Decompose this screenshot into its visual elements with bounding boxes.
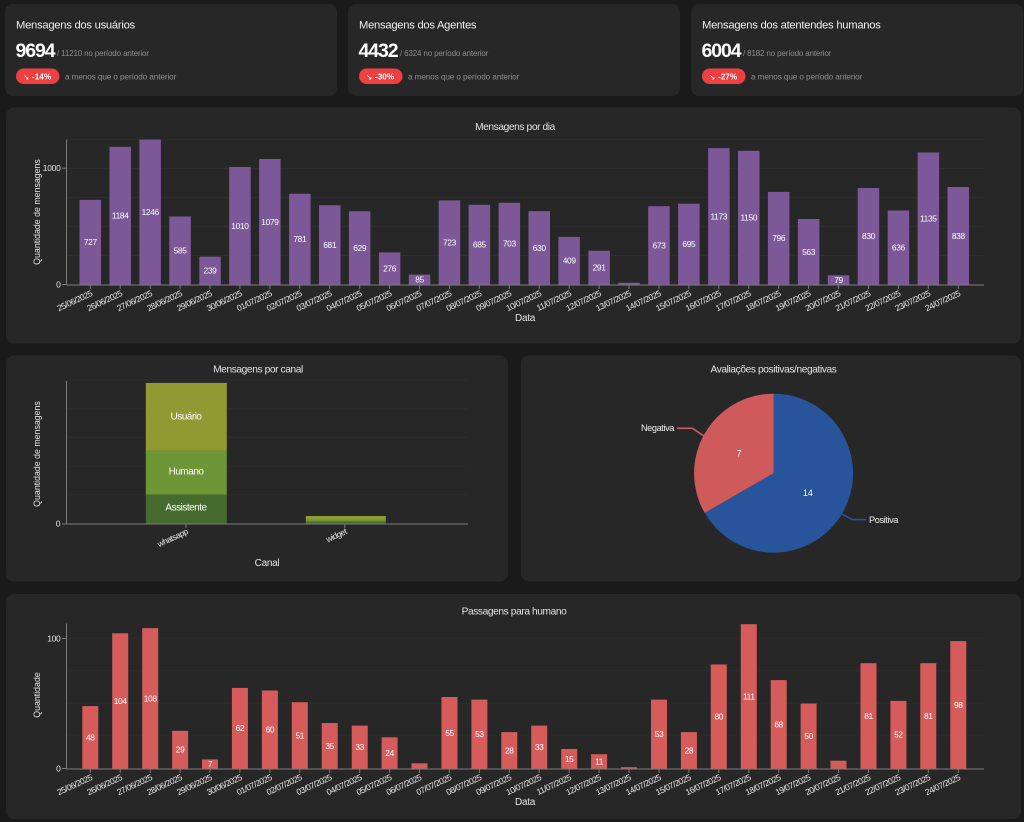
svg-text:68: 68 <box>774 719 783 729</box>
svg-text:1246: 1246 <box>142 207 160 217</box>
svg-text:796: 796 <box>772 233 786 243</box>
svg-text:85: 85 <box>415 275 424 285</box>
svg-text:Mensagens por canal: Mensagens por canal <box>213 365 303 376</box>
svg-text:629: 629 <box>353 243 367 253</box>
svg-text:585: 585 <box>174 246 188 256</box>
svg-text:a menos que o período anterior: a menos que o período anterior <box>408 73 520 82</box>
svg-text:/ 11210 no período anterior: / 11210 no período anterior <box>57 49 149 58</box>
svg-text:62: 62 <box>236 723 245 733</box>
svg-text:33: 33 <box>535 742 544 752</box>
svg-text:695: 695 <box>682 239 696 249</box>
svg-text:15: 15 <box>565 754 574 764</box>
svg-text:7: 7 <box>737 448 742 458</box>
svg-text:48: 48 <box>86 732 95 742</box>
svg-text:-30%: -30% <box>375 73 395 82</box>
svg-text:7: 7 <box>208 759 213 769</box>
svg-text:↘: ↘ <box>709 73 715 82</box>
svg-text:-27%: -27% <box>718 73 738 82</box>
svg-text:Passagens para humano: Passagens para humano <box>462 607 568 618</box>
svg-text:681: 681 <box>323 240 337 250</box>
svg-text:276: 276 <box>383 264 397 274</box>
svg-text:108: 108 <box>144 693 158 703</box>
svg-text:Mensagens dos atentendes human: Mensagens dos atentendes humanos <box>702 20 881 32</box>
svg-text:14: 14 <box>803 488 813 498</box>
svg-text:79: 79 <box>834 275 843 285</box>
svg-text:Quantidade: Quantidade <box>32 672 42 718</box>
svg-text:53: 53 <box>475 729 484 739</box>
svg-text:-14%: -14% <box>32 73 52 82</box>
svg-text:53: 53 <box>655 729 664 739</box>
svg-text:1150: 1150 <box>740 213 757 223</box>
svg-text:Assistente: Assistente <box>165 503 207 514</box>
svg-text:723: 723 <box>443 238 457 248</box>
svg-text:1173: 1173 <box>710 211 727 221</box>
svg-text:55: 55 <box>445 728 454 738</box>
svg-text:Mensagens dos usuários: Mensagens dos usuários <box>16 20 136 32</box>
svg-text:a menos que o período anterior: a menos que o período anterior <box>65 73 177 82</box>
svg-text:52: 52 <box>894 730 903 740</box>
svg-text:60: 60 <box>266 725 275 735</box>
svg-text:0: 0 <box>56 519 61 529</box>
svg-text:Humano: Humano <box>169 467 205 478</box>
svg-text:703: 703 <box>503 239 517 249</box>
svg-text:838: 838 <box>952 231 966 241</box>
svg-text:636: 636 <box>892 243 906 253</box>
svg-text:1184: 1184 <box>112 211 129 221</box>
svg-text:409: 409 <box>563 256 577 266</box>
svg-text:291: 291 <box>593 263 607 273</box>
svg-text:Mensagens por dia: Mensagens por dia <box>475 122 556 133</box>
svg-text:685: 685 <box>473 240 487 250</box>
svg-text:28: 28 <box>505 745 514 755</box>
svg-text:/ 8182 no período anterior: / 8182 no período anterior <box>743 49 832 58</box>
svg-text:781: 781 <box>293 234 307 244</box>
svg-text:4432: 4432 <box>359 40 399 62</box>
svg-text:33: 33 <box>355 742 364 752</box>
svg-text:↘: ↘ <box>23 73 29 82</box>
svg-text:51: 51 <box>295 730 304 740</box>
svg-text:98: 98 <box>954 700 963 710</box>
svg-text:563: 563 <box>802 247 816 257</box>
svg-text:Usuário: Usuário <box>171 412 203 423</box>
svg-text:0: 0 <box>56 280 61 290</box>
svg-text:6004: 6004 <box>702 40 742 62</box>
svg-text:Quantidade de mensagens: Quantidade de mensagens <box>32 401 42 507</box>
svg-text:1010: 1010 <box>231 221 249 231</box>
svg-text:29: 29 <box>176 745 185 755</box>
svg-text:1079: 1079 <box>261 217 279 227</box>
svg-text:81: 81 <box>864 711 873 721</box>
svg-text:Mensagens dos Agentes: Mensagens dos Agentes <box>359 20 477 32</box>
svg-text:830: 830 <box>862 231 876 241</box>
svg-text:Negativa: Negativa <box>641 423 675 433</box>
svg-text:↘: ↘ <box>366 73 372 82</box>
svg-text:673: 673 <box>653 240 667 250</box>
svg-text:111: 111 <box>743 691 755 701</box>
svg-text:Data: Data <box>515 797 536 808</box>
svg-text:100: 100 <box>47 634 61 644</box>
svg-text:Positiva: Positiva <box>869 515 899 525</box>
svg-text:9694: 9694 <box>16 40 56 62</box>
svg-text:Data: Data <box>515 313 536 324</box>
svg-text:24: 24 <box>385 748 394 758</box>
svg-text:1000: 1000 <box>43 163 61 173</box>
svg-text:239: 239 <box>204 266 218 276</box>
svg-text:1135: 1135 <box>920 214 937 224</box>
svg-text:11: 11 <box>595 756 604 766</box>
svg-text:/ 6324 no período anterior: / 6324 no período anterior <box>400 49 489 58</box>
svg-text:a menos que o período anterior: a menos que o período anterior <box>751 73 863 82</box>
svg-text:104: 104 <box>114 696 128 706</box>
svg-text:Quantidade de mensagens: Quantidade de mensagens <box>32 159 42 265</box>
svg-text:0: 0 <box>56 764 61 774</box>
svg-text:28: 28 <box>685 745 694 755</box>
svg-text:Avaliações positivas/negativas: Avaliações positivas/negativas <box>711 365 837 376</box>
svg-text:80: 80 <box>714 712 723 722</box>
svg-text:35: 35 <box>325 741 334 751</box>
svg-text:630: 630 <box>533 243 547 253</box>
svg-text:81: 81 <box>924 711 933 721</box>
svg-text:50: 50 <box>804 731 813 741</box>
svg-text:727: 727 <box>84 237 98 247</box>
svg-text:Canal: Canal <box>255 558 280 569</box>
